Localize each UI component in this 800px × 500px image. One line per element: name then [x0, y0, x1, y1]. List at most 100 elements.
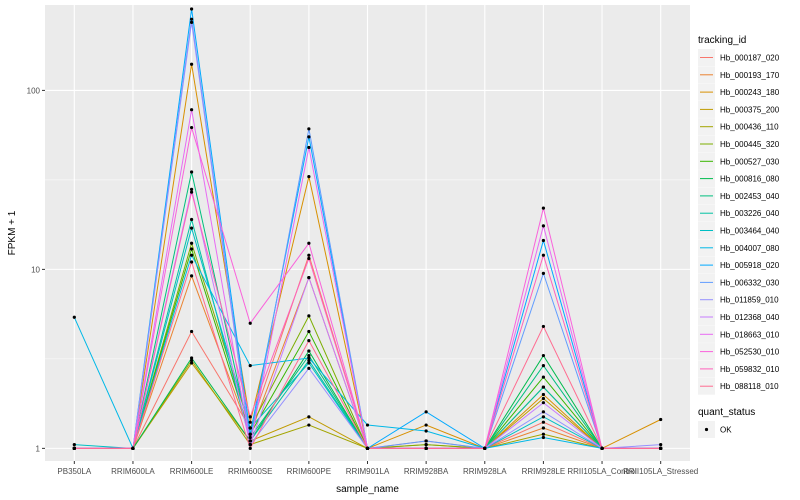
data-point	[307, 135, 311, 139]
data-point	[248, 420, 252, 424]
data-point	[307, 256, 311, 261]
y-axis-title: FPKM + 1	[7, 210, 18, 255]
data-point	[189, 7, 194, 11]
data-point	[307, 275, 311, 280]
legend-label: Hb_059832_010	[720, 365, 780, 374]
legend-label: Hb_088118_010	[720, 382, 779, 391]
data-point	[307, 241, 311, 245]
data-point	[307, 356, 311, 360]
data-point	[248, 432, 252, 436]
data-point	[307, 353, 311, 358]
data-point	[541, 432, 546, 436]
data-point	[541, 206, 546, 210]
legend-label: Hb_052530_010	[720, 348, 780, 357]
legend-label: Hb_005918_020	[720, 261, 780, 270]
data-point	[659, 446, 663, 450]
data-point	[189, 356, 194, 360]
data-point	[248, 415, 252, 419]
data-point	[189, 260, 194, 264]
data-point	[307, 174, 311, 179]
data-point	[424, 429, 428, 433]
legend: tracking_id Hb_000187_020Hb_000193_170Hb…	[698, 35, 780, 438]
data-point	[541, 385, 546, 389]
shape-legend-title: quant_status	[698, 407, 755, 418]
data-point	[541, 426, 546, 430]
legend-label: Hb_006332_030	[720, 278, 780, 287]
axes: 1 10 100 PB350LA RRIM600LA RRIM600LE RRIM600SE…	[27, 86, 699, 476]
data-point	[659, 442, 663, 447]
data-point	[307, 127, 311, 131]
legend-label: Hb_012368_040	[720, 313, 780, 322]
data-point	[541, 364, 546, 368]
data-point	[189, 190, 194, 194]
data-point	[541, 353, 546, 358]
data-point	[189, 241, 194, 245]
x-tick-label: RRIM600LE	[170, 467, 214, 476]
x-axis-title: sample_name	[336, 484, 399, 495]
data-point	[483, 446, 487, 450]
data-point	[659, 417, 663, 422]
x-tick-label: PB350LA	[57, 467, 91, 476]
data-point	[541, 253, 546, 257]
data-point	[189, 329, 194, 334]
data-point	[541, 271, 546, 275]
x-tick-label: RRIM600PE	[287, 467, 331, 476]
data-point	[189, 217, 194, 222]
data-point	[424, 410, 428, 414]
data-point	[365, 423, 370, 427]
x-tick-label: RRIM928LA	[463, 467, 507, 476]
data-point	[307, 314, 311, 318]
data-point	[541, 238, 546, 243]
data-point	[541, 224, 546, 228]
legend-label: Hb_000436_110	[720, 123, 779, 132]
data-point	[189, 20, 194, 24]
data-point	[424, 423, 428, 427]
data-point	[307, 358, 311, 363]
data-point	[248, 426, 252, 430]
data-point	[541, 396, 546, 401]
shape-legend-label: OK	[720, 426, 732, 435]
shape-legend-items: OK	[698, 421, 732, 438]
legend-label: Hb_003226_040	[720, 209, 780, 218]
data-point	[189, 125, 194, 130]
x-tick-label: RRII105LA_Control	[567, 467, 637, 476]
data-point	[189, 247, 194, 251]
legend-label: Hb_000445_320	[720, 140, 780, 149]
data-point	[72, 446, 76, 450]
y-tick-label: 100	[27, 86, 41, 95]
legend-label: Hb_011859_010	[720, 296, 779, 305]
data-point	[248, 364, 252, 368]
data-point	[541, 375, 546, 379]
legend-label: Hb_018663_010	[720, 330, 780, 339]
data-point	[307, 329, 311, 334]
legend-label: Hb_003464_040	[720, 227, 780, 236]
shape-legend-symbol	[704, 427, 709, 432]
data-point	[541, 415, 546, 419]
data-point	[189, 361, 194, 365]
data-point	[307, 366, 311, 370]
data-point	[541, 392, 546, 397]
data-point	[541, 324, 546, 329]
data-point	[424, 446, 428, 450]
data-point	[72, 315, 76, 319]
data-point	[424, 439, 428, 443]
data-point	[307, 339, 311, 343]
data-point	[307, 415, 311, 419]
data-point	[307, 423, 311, 427]
data-point	[541, 420, 546, 424]
data-point	[600, 446, 604, 450]
data-point	[189, 358, 194, 363]
data-point	[307, 145, 311, 150]
data-point	[248, 439, 252, 443]
data-point	[189, 226, 194, 230]
data-point	[541, 410, 546, 414]
data-point	[189, 253, 194, 257]
data-points	[72, 7, 663, 450]
data-point	[248, 442, 252, 447]
x-tick-label: RRIM600LA	[111, 467, 155, 476]
y-tick-label: 10	[31, 265, 40, 274]
legend-label: Hb_000187_020	[720, 54, 780, 63]
legend-label: Hb_000375_200	[720, 105, 780, 114]
legend-label: Hb_000816_080	[720, 175, 780, 184]
